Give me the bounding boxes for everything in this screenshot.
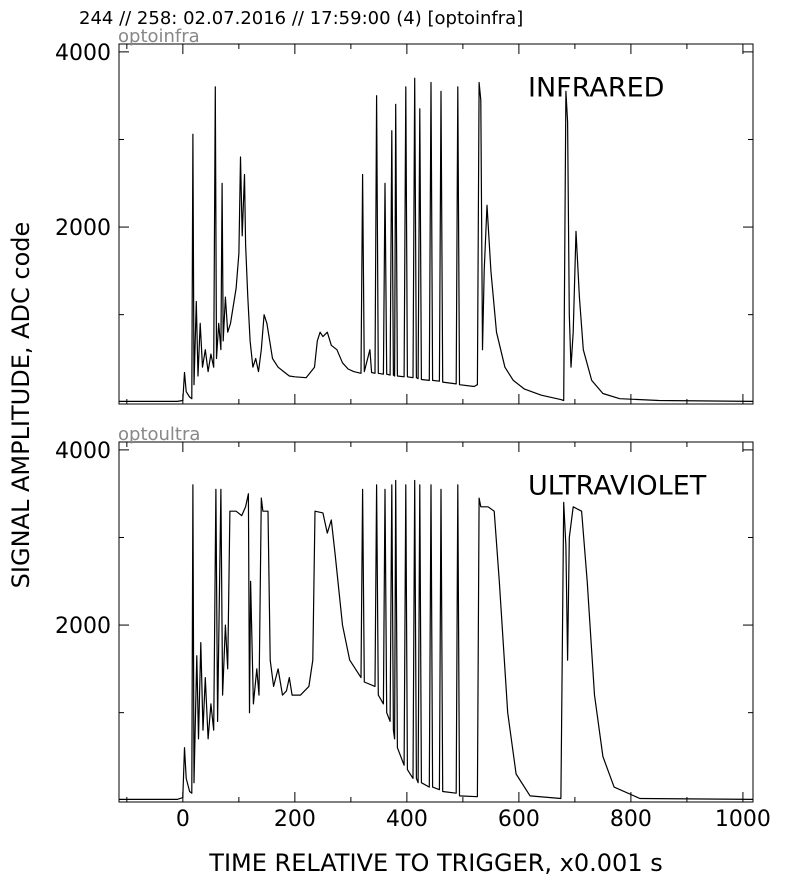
plot-frame xyxy=(118,43,754,405)
header: 244 // 258: 02.07.2016 // 17:59:00 (4) [… xyxy=(79,8,523,29)
plot-frame xyxy=(118,441,754,803)
x-tick-label: 1000 xyxy=(715,807,771,832)
x-tick-label: 200 xyxy=(274,807,316,832)
x-tick-label: 800 xyxy=(610,807,652,832)
y-tick-label: 4000 xyxy=(55,41,111,66)
y-tick-label: 4000 xyxy=(55,439,111,464)
channel-label: optoinfra xyxy=(118,26,200,47)
signal-line xyxy=(119,77,754,402)
x-tick-label: 0 xyxy=(176,807,190,832)
x-tick-label: 400 xyxy=(386,807,428,832)
y-tick-label: 2000 xyxy=(55,614,111,639)
channel-label: optoultra xyxy=(118,424,200,445)
y-axis-label: SIGNAL AMPLITUDE, ADC code xyxy=(7,222,35,589)
panel-title: INFRARED xyxy=(528,73,664,104)
signal-line xyxy=(119,479,754,800)
y-tick-label: 2000 xyxy=(55,216,111,241)
panel-title: ULTRAVIOLET xyxy=(528,471,707,502)
x-axis-label: TIME RELATIVE TO TRIGGER, x0.001 s xyxy=(208,849,662,877)
x-tick-label: 600 xyxy=(498,807,540,832)
